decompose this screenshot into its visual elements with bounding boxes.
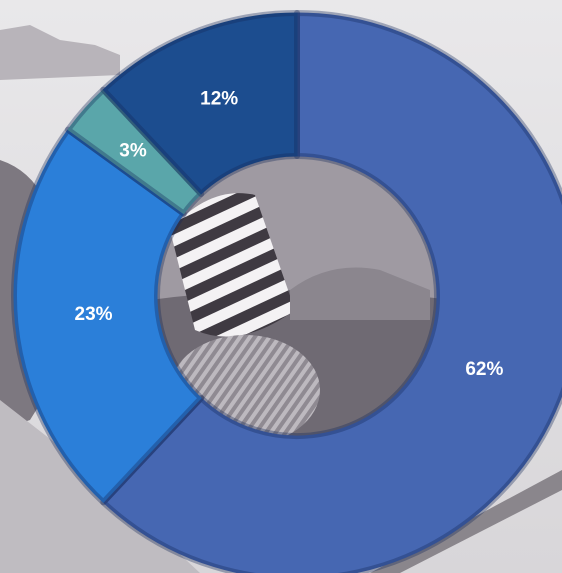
slice-label-12: 12% — [200, 88, 238, 109]
donut-slices — [11, 10, 562, 573]
shoreline — [0, 25, 120, 80]
slice-label-62: 62% — [465, 359, 503, 380]
donut-slice-rim-23 — [11, 126, 205, 506]
donut-slice-62 — [102, 12, 562, 573]
donut-slice-23 — [13, 128, 202, 504]
slice-label-23: 23% — [75, 304, 113, 325]
donut-slice-rim-62 — [100, 10, 562, 573]
donut-slice-12 — [102, 12, 298, 195]
slice-label-3: 3% — [119, 140, 147, 161]
donut-slice-rim-12 — [100, 10, 300, 197]
donut-labels: 62% 23% 3% 12% — [75, 88, 504, 380]
